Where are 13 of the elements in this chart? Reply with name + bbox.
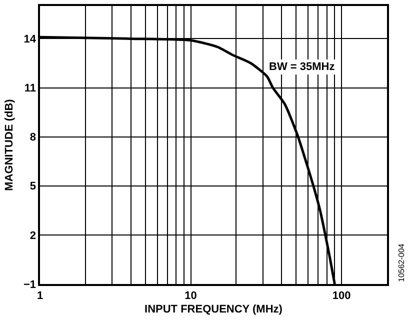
y-tick-label: 5 [30,180,36,193]
text: 10562-004 [397,243,406,282]
x-axis-title: INPUT FREQUENCY (MHz) [144,304,283,316]
y-axis-title: MAGNITUDE (dB) [4,98,16,191]
y-tick-label: 2 [30,230,36,242]
x-tick-label: 100 [332,290,351,302]
y-tick-label: 14 [24,34,37,46]
y-tick-label: −1 [24,278,36,291]
x-tick-label: 10 [184,290,197,302]
annotation: BW = 35MHz [269,61,336,73]
y-tick-label: 8 [30,132,36,144]
x-tick-label: 1 [36,290,44,302]
y-tick-label: 11 [24,82,36,95]
